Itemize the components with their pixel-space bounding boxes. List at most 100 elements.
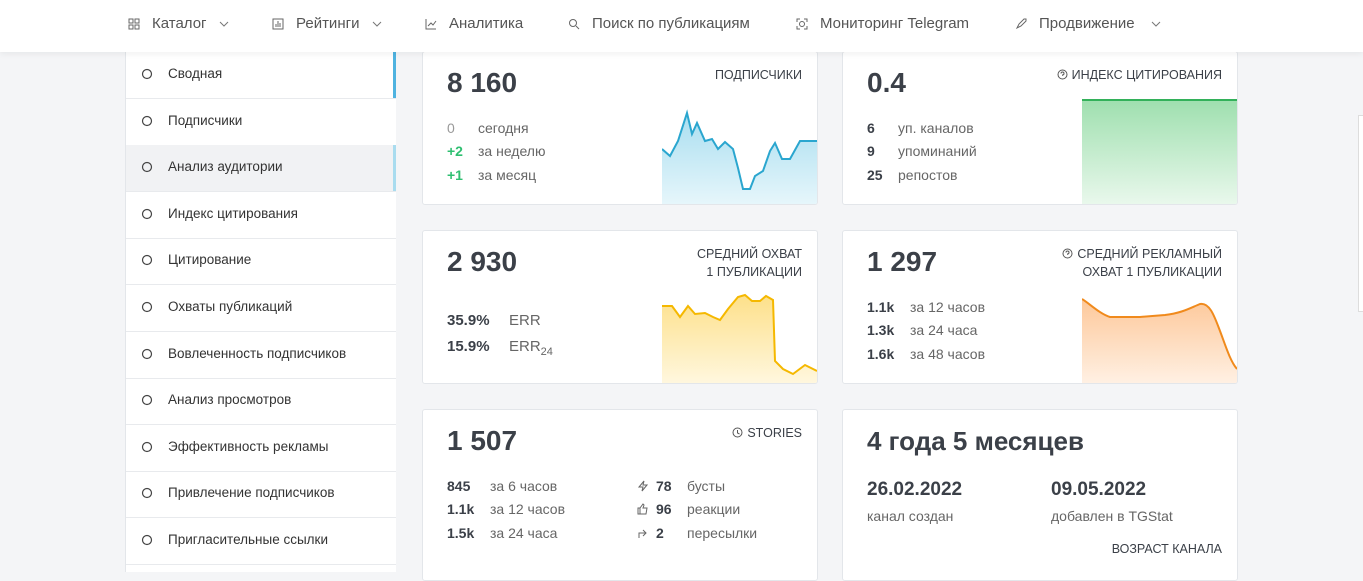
sidebar-icon (141, 208, 153, 219)
stat-value: 9 (867, 143, 875, 159)
sidebar-label: Анализ просмотров (168, 392, 292, 408)
date-value: 26.02.2022 (867, 479, 963, 500)
nav-label: Поиск по публикациям (592, 15, 750, 32)
stat-label: за неделю (478, 143, 546, 159)
sidebar-icon (141, 348, 153, 359)
card-value: 1 507 (447, 425, 518, 456)
sparkline (1082, 298, 1237, 383)
stat-value: 1.5k (447, 525, 475, 541)
stat-value: 1.6k (867, 346, 895, 362)
sidebar-icon (141, 115, 153, 126)
help-icon[interactable] (1062, 248, 1073, 259)
stat-label: ERR (509, 312, 541, 329)
title-line: СРЕДНИЙ ОХВАТ (696, 247, 802, 261)
sidebar-label: Охваты публикаций (168, 299, 293, 314)
sidebar-item[interactable]: Эффективность рекламы (126, 425, 396, 472)
stat-label: уп. каналов (898, 120, 974, 136)
stat-label: ERR (509, 338, 541, 355)
stat-card: 1 297 СРЕДНИЙ РЕКЛАМНЫЙ ОХВАТ 1 ПУБЛИКАЦИ… (842, 230, 1238, 384)
sidebar-item[interactable]: Охваты публикаций (126, 285, 396, 332)
title-line: ИНДЕКС ЦИТИРОВАНИЯ (1071, 68, 1222, 82)
stat-value: 1.1k (447, 501, 475, 517)
sidebar-label: Вовлеченность подписчиков (168, 345, 347, 361)
date-label: добавлен в TGStat (1051, 508, 1173, 524)
date-value: 09.05.2022 (1051, 479, 1147, 500)
nav-item[interactable]: Продвижение (1015, 15, 1161, 33)
help-icon[interactable] (732, 427, 743, 438)
stat-label: сегодня (478, 120, 529, 136)
stat-label: реакции (687, 501, 741, 517)
stat-value: 15.9% (447, 338, 490, 355)
stat-value: 1.3k (867, 322, 895, 338)
nav-item[interactable]: Мониторинг Telegram (796, 15, 970, 33)
nav-item[interactable]: Каталог (128, 15, 229, 33)
card-value: 2 930 (447, 246, 518, 277)
card-value: 0.4 (867, 67, 906, 98)
nav-label: Мониторинг Telegram (820, 15, 970, 32)
sidebar-icon (141, 255, 153, 266)
stat-card: 1 507 STORIES 845 за 6 часов 1.1k за 12 ча… (422, 409, 818, 581)
nav-label: Каталог (152, 15, 207, 32)
sidebar-item[interactable]: Пригласительные ссылки (126, 518, 396, 565)
sidebar-icon (141, 162, 153, 173)
stat-value: 1.1k (867, 299, 895, 315)
sidebar-icon (141, 534, 153, 546)
stat-card: 0.4 ИНДЕКС ЦИТИРОВАНИЯ 6 уп. каналов 9 упо… (842, 51, 1238, 205)
card-title: СРЕДНИЙ ОХВАТ 1 ПУБЛИКАЦИИ (697, 245, 802, 281)
card-title: ПОДПИСЧИКИ (715, 66, 802, 84)
nav-label: Продвижение (1039, 15, 1135, 32)
title-line: ОХВАТ 1 ПУБЛИКАЦИИ (1082, 265, 1222, 279)
stat-label: за 6 часов (490, 478, 558, 494)
sidebar-item[interactable]: Привлечение подписчиков (126, 471, 396, 519)
sidebar-label: Сводная (168, 66, 223, 81)
nav-label: Рейтинги (296, 15, 360, 32)
title-line: ВОЗРАСТ КАНАЛА (1111, 542, 1222, 556)
stat-value: 845 (447, 478, 471, 494)
title-line: 1 ПУБЛИКАЦИИ (706, 265, 802, 279)
stat-value: +2 (447, 143, 463, 159)
stat-label: репостов (898, 167, 958, 183)
stat-card: 4 года 5 месяцев 26.02.2022 канал создан… (842, 409, 1238, 581)
sidebar-label: Эффективность рекламы (168, 438, 329, 454)
sidebar-icon (141, 441, 153, 452)
sparkline (662, 293, 817, 383)
card-title: ВОЗРАСТ КАНАЛА (1112, 540, 1222, 558)
sidebar-item[interactable]: Анализ просмотров (126, 378, 396, 426)
stat-value: 25 (867, 167, 883, 183)
sidebar-item[interactable]: Анализ аудитории (126, 145, 396, 193)
sidebar-item[interactable]: Подписчики (126, 99, 396, 146)
sidebar-item[interactable]: Сводная (126, 52, 396, 99)
card-value: 8 160 (447, 67, 518, 98)
stat-label: за месяц (478, 167, 537, 183)
title-line: ПОДПИСЧИКИ (714, 68, 802, 82)
stat-label: пересылки (687, 525, 758, 541)
stat-value: 35.9% (447, 312, 490, 329)
nav-item[interactable]: Аналитика (425, 15, 523, 33)
sidebar-label: Подписчики (168, 112, 243, 128)
nav-item[interactable]: Рейтинги (272, 15, 382, 33)
scroll-handle (1358, 115, 1363, 312)
sidebar-label: Цитирование (168, 252, 252, 268)
stat-value: +1 (447, 167, 463, 183)
stat-label-sub: 24 (540, 346, 553, 358)
stat-label: за 12 часов (910, 299, 986, 315)
stat-label: за 48 часов (910, 346, 986, 362)
help-icon[interactable] (1057, 69, 1068, 80)
card-value: 4 года 5 месяцев (867, 426, 1084, 456)
sidebar-item[interactable]: Вовлеченность подписчиков (126, 332, 396, 379)
stat-label: бусты (687, 478, 726, 494)
card-value: 1 297 (867, 246, 938, 277)
stat-card: 8 160 ПОДПИСЧИКИ 0 сегодня +2 за неделю +1… (422, 51, 818, 205)
nav-item[interactable]: Поиск по публикациям (569, 15, 750, 33)
sidebar-item[interactable]: Цитирование (126, 238, 396, 286)
sparkline (662, 109, 817, 204)
sidebar-icon (141, 301, 153, 313)
sidebar-item[interactable]: Индекс цитирования (126, 192, 396, 239)
sidebar-label: Пригласительные ссылки (168, 532, 329, 547)
stat-value: 0 (447, 120, 455, 136)
card-title: STORIES (732, 424, 802, 442)
stat-value: 78 (656, 478, 672, 494)
sidebar-icon (141, 488, 153, 499)
sidebar-icon (141, 68, 153, 80)
stat-label: за 24 часа (490, 525, 558, 541)
